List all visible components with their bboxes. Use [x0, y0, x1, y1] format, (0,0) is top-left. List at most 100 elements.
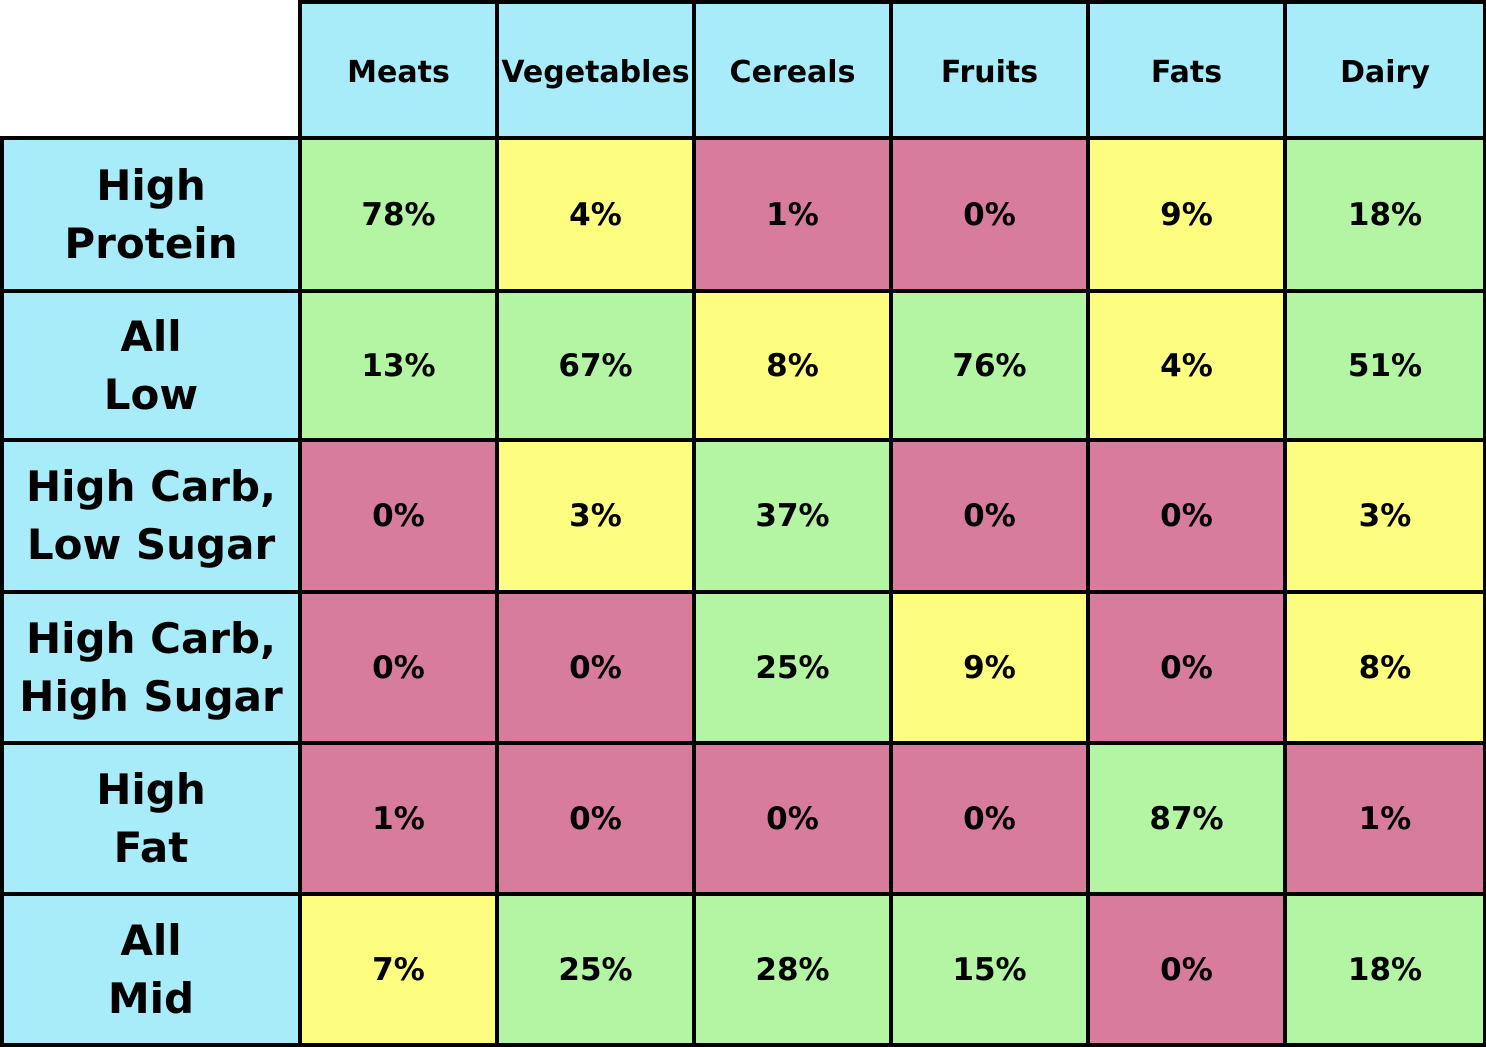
value-label: 7% — [372, 951, 425, 988]
value-cell-r3-c2: 25% — [692, 590, 893, 745]
value-label: 18% — [1347, 196, 1423, 233]
value-cell-r1-c1: 67% — [495, 289, 696, 442]
value-label: 13% — [361, 347, 436, 384]
value-cell-r3-c3: 9% — [889, 590, 1090, 745]
value-cell-r4-c2: 0% — [692, 741, 893, 896]
value-cell-r3-c5: 8% — [1283, 590, 1486, 745]
value-label: 78% — [361, 196, 436, 233]
value-cell-r5-c5: 18% — [1283, 892, 1486, 1047]
column-header-cereals: Cereals — [692, 0, 893, 140]
value-cell-r2-c0: 0% — [298, 438, 499, 594]
value-label: 3% — [569, 498, 622, 534]
row-header-0: High Protein — [0, 136, 302, 293]
value-label: 37% — [755, 498, 830, 534]
row-header-label-line: High Sugar — [19, 671, 283, 721]
value-cell-r4-c4: 87% — [1086, 741, 1287, 896]
row-header-label-line: High Carb, — [25, 613, 277, 663]
value-label: 0% — [766, 800, 819, 837]
row-header-label-line: Low Sugar — [26, 520, 276, 569]
column-header-dairy: Dairy — [1283, 0, 1486, 140]
row-header-label-line: Mid — [107, 973, 195, 1023]
row-header-label-line: High — [96, 160, 206, 210]
value-label: 0% — [1160, 951, 1213, 988]
value-cell-r3-c4: 0% — [1086, 590, 1287, 745]
value-label: 51% — [1347, 347, 1423, 384]
column-header-label: Vegetables — [501, 54, 690, 90]
value-label: 0% — [1160, 649, 1213, 686]
value-label: 18% — [1347, 951, 1423, 988]
value-label: 1% — [372, 800, 425, 837]
row-header-label-line: High Carb, — [25, 462, 277, 511]
value-label: 1% — [1358, 800, 1412, 837]
value-cell-r5-c2: 28% — [692, 892, 893, 1047]
value-cell-r3-c0: 0% — [298, 590, 499, 745]
row-header-label-line: Protein — [64, 218, 238, 268]
row-header-4: High Fat — [0, 741, 302, 896]
value-cell-r4-c3: 0% — [889, 741, 1090, 896]
column-header-vegetables: Vegetables — [495, 0, 696, 140]
value-label: 0% — [963, 800, 1016, 837]
row-header-2: High Carb, Low Sugar — [0, 438, 302, 594]
value-cell-r5-c3: 15% — [889, 892, 1090, 1047]
value-label: 0% — [963, 498, 1016, 534]
value-label: 1% — [766, 196, 819, 233]
value-cell-r0-c3: 0% — [889, 136, 1090, 293]
value-cell-r0-c2: 1% — [692, 136, 893, 293]
row-header-5: All Mid — [0, 892, 302, 1047]
value-cell-r2-c3: 0% — [889, 438, 1090, 594]
value-label: 87% — [1149, 800, 1224, 837]
value-label: 25% — [755, 649, 830, 686]
value-cell-r1-c4: 4% — [1086, 289, 1287, 442]
value-cell-r0-c0: 78% — [298, 136, 499, 293]
value-cell-r4-c1: 0% — [495, 741, 696, 896]
value-label: 0% — [372, 649, 425, 686]
value-cell-r5-c1: 25% — [495, 892, 696, 1047]
row-header-label-line: All — [120, 311, 182, 361]
value-label: 0% — [569, 649, 622, 686]
value-cell-r3-c1: 0% — [495, 590, 696, 745]
value-cell-r0-c5: 18% — [1283, 136, 1486, 293]
value-label: 8% — [766, 347, 819, 384]
value-cell-r1-c5: 51% — [1283, 289, 1486, 442]
value-cell-r5-c4: 0% — [1086, 892, 1287, 1047]
value-label: 4% — [569, 196, 622, 233]
value-label: 9% — [1160, 196, 1213, 233]
value-label: 28% — [755, 951, 830, 988]
column-header-fruits: Fruits — [889, 0, 1090, 140]
value-label: 4% — [1160, 347, 1213, 384]
value-cell-r2-c5: 3% — [1283, 438, 1486, 594]
value-label: 25% — [558, 951, 633, 988]
row-header-label-line: High — [96, 764, 206, 814]
value-cell-r2-c1: 3% — [495, 438, 696, 594]
column-header-label: Meats — [347, 54, 450, 90]
value-cell-r2-c2: 37% — [692, 438, 893, 594]
column-header-label: Cereals — [729, 54, 856, 90]
value-label: 67% — [558, 347, 633, 384]
value-cell-r5-c0: 7% — [298, 892, 499, 1047]
value-cell-r4-c5: 1% — [1283, 741, 1486, 896]
value-cell-r0-c1: 4% — [495, 136, 696, 293]
column-header-fats: Fats — [1086, 0, 1287, 140]
value-cell-r1-c0: 13% — [298, 289, 499, 442]
value-label: 0% — [1160, 498, 1213, 534]
row-header-label-line: Fat — [113, 822, 189, 872]
column-header-label: Dairy — [1340, 54, 1430, 90]
row-header-1: All Low — [0, 289, 302, 442]
value-cell-r4-c0: 1% — [298, 741, 499, 896]
row-header-label-line: All — [120, 915, 182, 965]
value-label: 8% — [1358, 649, 1412, 686]
value-label: 15% — [952, 951, 1027, 988]
value-cell-r1-c2: 8% — [692, 289, 893, 442]
value-label: 3% — [1358, 498, 1412, 534]
value-label: 0% — [372, 498, 425, 534]
value-cell-r1-c3: 76% — [889, 289, 1090, 442]
row-header-3: High Carb, High Sugar — [0, 590, 302, 745]
value-label: 0% — [963, 196, 1016, 233]
row-header-label-line: Low — [103, 369, 199, 419]
column-header-label: Fats — [1150, 54, 1223, 90]
value-cell-r0-c4: 9% — [1086, 136, 1287, 293]
column-header-label: Fruits — [940, 54, 1039, 90]
value-cell-r2-c4: 0% — [1086, 438, 1287, 594]
column-header-meats: Meats — [298, 0, 499, 140]
